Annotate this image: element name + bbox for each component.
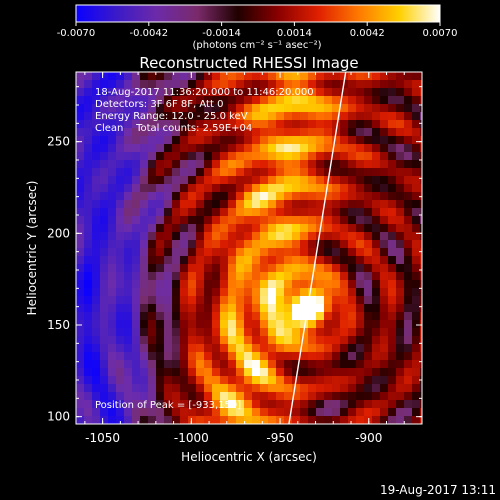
colorbar-tick-label: 0.0014: [277, 28, 312, 39]
colorbar-tick-label: -0.0070: [57, 28, 96, 39]
y-tick-label: 200: [47, 226, 70, 240]
x-tick-label: -950: [266, 431, 293, 445]
y-tick-label: 100: [47, 410, 70, 424]
colorbar-tick-label: 0.0070: [423, 28, 458, 39]
footer-date: 19-Aug-2017 13:11: [380, 483, 496, 497]
annotation-line-1: 18-Aug-2017 11:36:20.000 to 11:46:20.000: [95, 87, 314, 98]
heatmap-image: [76, 72, 422, 424]
x-tick-label: -1050: [85, 431, 120, 445]
annotation-line-4: Clean Total counts: 2.59E+04: [95, 123, 252, 134]
x-tick-label: -1000: [174, 431, 209, 445]
colorbar-tick-label: 0.0042: [350, 28, 385, 39]
annotation-line-3: Energy Range: 12.0 - 25.0 keV: [95, 111, 248, 122]
annotation-block: 18-Aug-2017 11:36:20.000 to 11:46:20.000…: [95, 87, 314, 134]
colorbar: [75, 4, 441, 23]
y-axis-ticks: 100 150 200 250: [47, 86, 422, 424]
y-axis-label: Heliocentric Y (arcsec): [25, 181, 39, 316]
x-tick-label: -900: [355, 431, 382, 445]
plot-frame: [75, 71, 423, 425]
colorbar-tick-label: -0.0042: [129, 28, 168, 39]
colorbar-unit-label: (photons cm⁻² s⁻¹ asec⁻²): [192, 40, 321, 51]
annotation-line-2: Detectors: 3F 6F 8F, Att 0: [95, 99, 223, 110]
peak-label: Position of Peak = [-933,159]: [95, 400, 241, 411]
y-tick-label: 150: [47, 318, 70, 332]
x-axis-ticks: -1050 -1000 -950 -900: [84, 72, 423, 445]
y-tick-label: 250: [47, 135, 70, 149]
x-axis-label: Heliocentric X (arcsec): [181, 450, 317, 464]
limb-line: [288, 72, 347, 424]
colorbar-tick-label: -0.0014: [202, 28, 241, 39]
chart-title: Reconstructed RHESSI Image: [139, 54, 358, 72]
colorbar-ticks: -0.0070 -0.0042 -0.0014 0.0014 0.0042 0.0070: [57, 22, 458, 39]
